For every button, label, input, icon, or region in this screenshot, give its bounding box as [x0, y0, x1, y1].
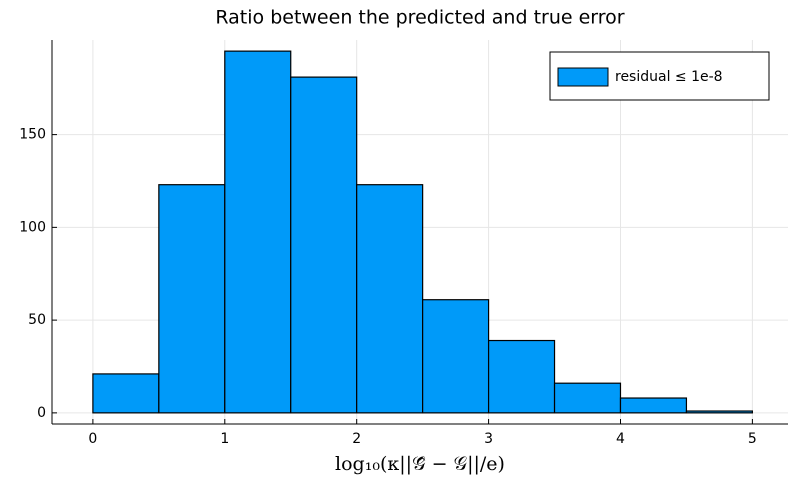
x-axis-label: log₁₀(κ||𝒢̂ − 𝒢||/e): [335, 453, 505, 475]
bar: [224, 50, 292, 414]
bar: [356, 184, 424, 414]
x-tick-label: 4: [616, 431, 625, 447]
bar: [553, 382, 622, 414]
bar: [158, 184, 226, 414]
x-tick-label: 0: [88, 431, 97, 447]
bar: [290, 76, 358, 414]
chart-title: Ratio between the predicted and true err…: [215, 7, 624, 29]
y-tick-label: 0: [37, 405, 46, 421]
bar: [422, 299, 490, 414]
y-tick-label: 100: [19, 219, 46, 235]
x-tick-label: 2: [352, 431, 361, 447]
x-tick-label: 3: [484, 431, 493, 447]
legend-label: residual ≤ 1e-8: [615, 69, 723, 85]
x-tick-label: 5: [748, 431, 757, 447]
y-tick-label: 150: [19, 127, 46, 143]
bar: [92, 373, 160, 414]
bar: [685, 410, 753, 414]
bar: [487, 339, 556, 414]
y-tick-label: 50: [28, 312, 46, 328]
legend-swatch: [557, 67, 609, 87]
x-tick-label: 1: [220, 431, 229, 447]
bar: [619, 397, 688, 414]
